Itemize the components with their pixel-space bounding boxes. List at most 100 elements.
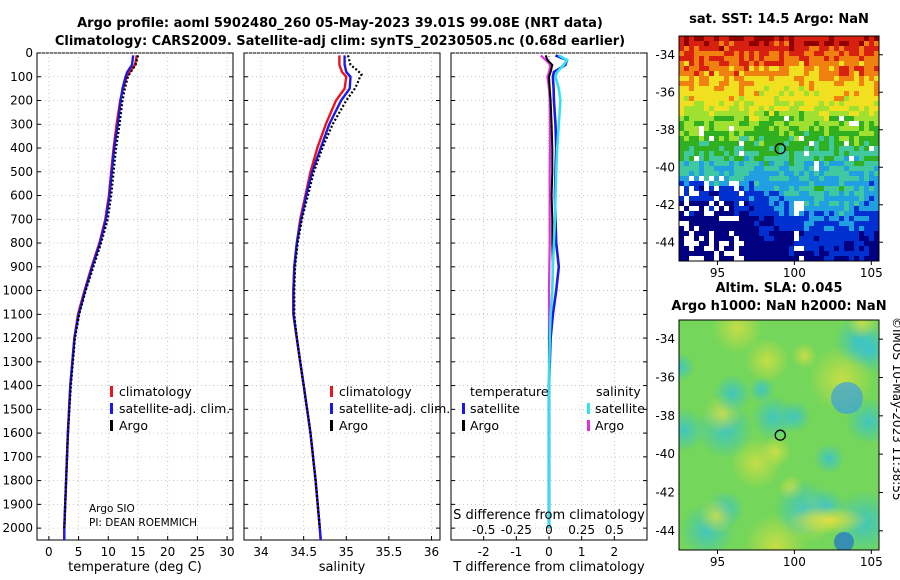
difference-xtick-label: -1 <box>510 545 522 559</box>
sla_map-ytick-label: -36 <box>655 371 675 385</box>
temperature-legend-swatch <box>110 420 113 431</box>
sst_map-ytick-label: -38 <box>655 123 675 137</box>
temperature-ytick-label: 1700 <box>2 450 33 464</box>
difference-xtick-label: -2 <box>478 545 490 559</box>
salinity-panel: 34 34.5 35 35.5 36 salinity climatology satelli… <box>243 52 450 575</box>
sla-map-panel: Altim. SLA: 0.045 Argo h1000: NaN h2000: … <box>655 281 886 569</box>
temperature-xtick-label: 0 <box>45 545 53 559</box>
temperature-ytick-label: 100 <box>10 70 33 84</box>
salinity-xtick-label: 34 <box>253 545 268 559</box>
difference-legend-header-temperature: temperature <box>470 384 549 399</box>
difference-xtick-label: 0 <box>545 545 553 559</box>
salinity-legend-label: Argo <box>339 418 368 433</box>
sst_map-frame <box>678 35 880 262</box>
sst_map-ytick-label: -36 <box>655 85 675 99</box>
credit-institution: Argo SIO <box>89 503 135 515</box>
figure-title-line1: Argo profile: aoml 5902480_260 05-May-20… <box>77 16 603 31</box>
sst_map-xtick-label: 105 <box>860 266 883 280</box>
difference-series-salinity-satellite <box>547 54 569 529</box>
salinity-legend-label: climatology <box>339 384 412 399</box>
temperature-ytick-label: 400 <box>10 141 33 155</box>
sst_map-ytick-label: -44 <box>655 235 675 249</box>
difference-x2tick-label: -0.5 <box>472 523 495 537</box>
temperature-ytick-label: 500 <box>10 165 33 179</box>
salinity-xtick-label: 34.5 <box>290 545 317 559</box>
sla-map-field <box>679 320 879 550</box>
sst_map-ytick-label: -40 <box>655 160 675 174</box>
difference-xtick-label: 2 <box>611 545 619 559</box>
temperature-ytick-label: 900 <box>10 260 33 274</box>
temperature-ytick-label: 2000 <box>2 521 33 535</box>
temperature-ytick-label: 1500 <box>2 402 33 416</box>
difference-legend-label: satellite <box>470 401 520 416</box>
sla_map-argo-marker <box>774 429 786 441</box>
temperature-ytick-label: 1600 <box>2 426 33 440</box>
sst-map-field <box>679 36 880 262</box>
sla_map-xtick-label: 100 <box>783 555 806 569</box>
sst-map-title: sat. SST: 14.5 Argo: NaN <box>689 12 869 27</box>
sla_map-frame <box>678 319 880 551</box>
temperature-ytick-label: 1200 <box>2 331 33 345</box>
difference-x2tick-label: 0 <box>545 523 553 537</box>
temperature-ytick-label: 300 <box>10 117 33 131</box>
salinity-legend-swatch <box>330 386 333 397</box>
temperature-xtick-label: 10 <box>101 545 116 559</box>
temperature-legend-label: satellite-adj. clim. <box>119 401 230 416</box>
figure-title-line2: Climatology: CARS2009. Satellite-adj cli… <box>55 34 625 49</box>
temperature-legend-swatch <box>110 403 113 414</box>
temperature-ytick-label: 700 <box>10 212 33 226</box>
temperature-legend-label: climatology <box>119 384 192 399</box>
salinity-xtick-label: 36 <box>424 545 439 559</box>
sla_map-ytick-label: -38 <box>655 409 675 423</box>
salinity-xtick-label: 35 <box>339 545 354 559</box>
sla_map-ytick-label: -40 <box>655 447 675 461</box>
difference-x2tick-label: 0.5 <box>605 523 624 537</box>
difference-legend-swatch <box>587 420 590 431</box>
sst_map-xtick-label: 95 <box>710 266 725 280</box>
sla_map-ytick-label: -44 <box>655 524 675 538</box>
sla-map-title-line2: Argo h1000: NaN h2000: NaN <box>671 299 886 314</box>
salinity-xlabel: salinity <box>319 560 366 575</box>
sst_map-argo-marker <box>774 143 786 155</box>
sst-map-panel: sat. SST: 14.5 Argo: NaN -34 -36 -38 -40 -42 -… <box>655 12 883 280</box>
sst_map-ytick-label: -42 <box>655 198 675 212</box>
temperature-xlabel: temperature (deg C) <box>68 560 202 575</box>
sla-map-title-line1: Altim. SLA: 0.045 <box>716 281 843 296</box>
difference-panel: -2 -1 0 1 2T difference from climatology S di… <box>450 52 648 575</box>
temperature-series-argo <box>63 55 140 529</box>
difference-legend-swatch <box>462 420 465 431</box>
difference-x2tick-label: -0.25 <box>501 523 532 537</box>
difference-xlabel: T difference from climatology <box>452 560 645 575</box>
salinity-xtick-label: 35.5 <box>376 545 403 559</box>
salinity-axes-box <box>243 52 441 541</box>
temperature-ytick-label: 1000 <box>2 284 33 298</box>
salinity-series-argo <box>293 55 363 529</box>
sla_map-ytick-label: -34 <box>655 332 675 346</box>
temperature-legend-label: Argo <box>119 418 148 433</box>
temperature-ytick-label: 1100 <box>2 307 33 321</box>
temperature-legend-swatch <box>110 386 113 397</box>
sla_map-xtick-label: 95 <box>710 555 725 569</box>
difference-legend-header-salinity: salinity <box>596 384 641 399</box>
temperature-ytick-label: 600 <box>10 189 33 203</box>
sla_map-ytick-label: -42 <box>655 486 675 500</box>
difference-legend-label: Argo <box>470 418 499 433</box>
temperature-xtick-label: 15 <box>130 545 145 559</box>
temperature-xtick-label: 25 <box>190 545 205 559</box>
difference-x2label: S difference from climatology <box>453 508 645 523</box>
temperature-ytick-label: 800 <box>10 236 33 250</box>
salinity-legend-swatch <box>330 403 333 414</box>
temperature-axes-box <box>36 52 234 541</box>
salinity-legend-label: satellite-adj. clim. <box>339 401 450 416</box>
imos-stamp: ©IMOS 10-May-2023 11:38:55 <box>890 317 900 501</box>
difference-x2tick-label: 0.25 <box>568 523 595 537</box>
temperature-panel: 0100200300400500600700800900100011001200… <box>2 46 234 575</box>
difference-legend-label: Argo <box>595 418 624 433</box>
temperature-ytick-label: 1400 <box>2 379 33 393</box>
temperature-ytick-label: 1300 <box>2 355 33 369</box>
temperature-ytick-label: 1900 <box>2 497 33 511</box>
sla_map-xtick-label: 105 <box>860 555 883 569</box>
temperature-ytick-label: 0 <box>25 46 33 60</box>
temperature-ytick-label: 200 <box>10 94 33 108</box>
